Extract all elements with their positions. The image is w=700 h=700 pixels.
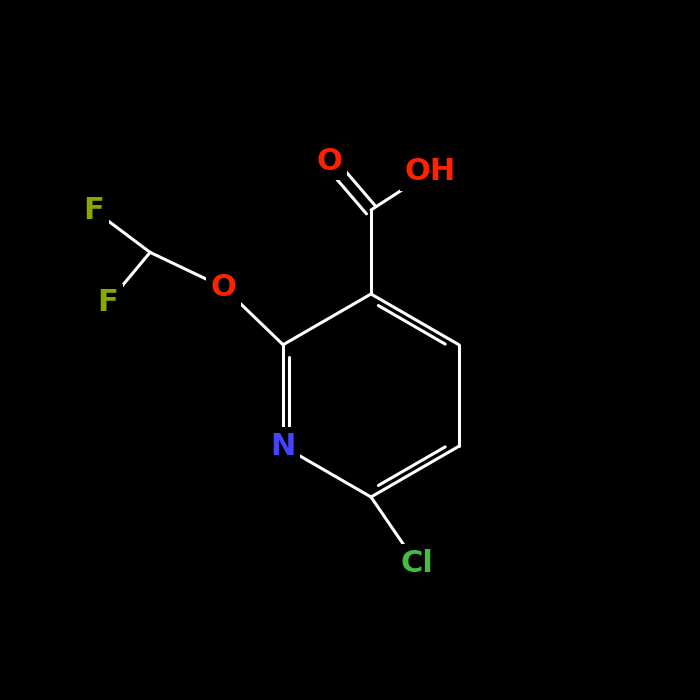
Text: F: F bbox=[98, 288, 118, 317]
Text: OH: OH bbox=[405, 157, 456, 186]
Text: O: O bbox=[211, 273, 237, 302]
Text: F: F bbox=[84, 196, 104, 225]
Text: N: N bbox=[270, 432, 296, 461]
Text: Cl: Cl bbox=[400, 549, 433, 578]
Text: O: O bbox=[316, 146, 342, 176]
